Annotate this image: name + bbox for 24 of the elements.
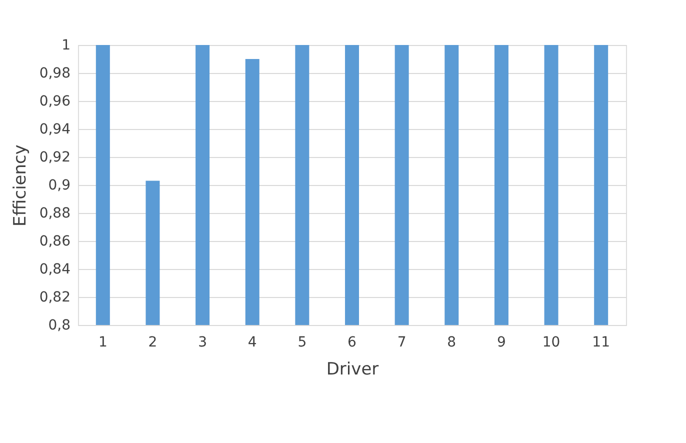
x-tick-label: 4 — [248, 334, 257, 350]
y-tick-label: 0,98 — [39, 66, 70, 82]
y-tick-label: 1 — [62, 38, 70, 54]
x-axis-title: Driver — [326, 360, 379, 380]
y-tick-label: 0,86 — [39, 234, 71, 250]
y-tick-label: 0,8 — [48, 318, 70, 334]
y-tick-label: 0,84 — [39, 262, 71, 278]
x-tick-label: 5 — [298, 334, 307, 350]
x-tick-label: 2 — [148, 334, 158, 350]
y-tick-label: 0,88 — [39, 206, 70, 222]
x-tick-label: 8 — [447, 334, 456, 350]
y-axis-title: Efficiency — [10, 144, 30, 226]
x-tick-label: 3 — [198, 334, 208, 350]
y-tick-label: 0,94 — [39, 122, 71, 138]
x-tick-label: 7 — [397, 334, 406, 350]
x-tick-label: 9 — [496, 334, 506, 350]
x-tick-label: 6 — [348, 334, 357, 350]
y-tick-label: 0,82 — [39, 290, 70, 306]
y-tick-label: 0,9 — [48, 178, 70, 194]
x-tick-label: 10 — [542, 334, 560, 350]
x-tick-label: 1 — [98, 334, 108, 350]
y-tick-label: 0,96 — [39, 94, 71, 110]
x-tick-label: 11 — [592, 334, 610, 350]
y-tick-label: 0,92 — [39, 150, 70, 166]
